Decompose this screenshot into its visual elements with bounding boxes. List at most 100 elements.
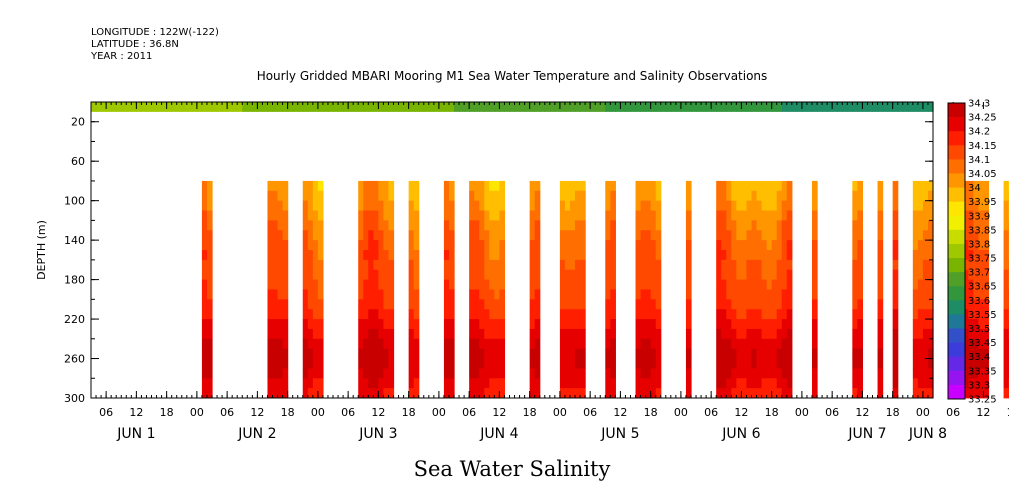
data-cell xyxy=(852,180,858,192)
data-cell xyxy=(963,220,969,231)
data-cell xyxy=(645,328,652,340)
data-cell xyxy=(479,230,485,241)
data-cell xyxy=(358,190,364,202)
data-cell xyxy=(685,269,692,280)
data-cell xyxy=(474,190,480,202)
data-cell xyxy=(564,210,571,221)
data-cell xyxy=(575,328,581,340)
data-cell xyxy=(1003,388,1009,399)
data-cell xyxy=(605,299,611,310)
data-cell xyxy=(736,378,743,389)
data-cell xyxy=(312,289,319,300)
data-cell xyxy=(963,319,969,330)
data-cell xyxy=(912,378,919,389)
data-cell xyxy=(267,299,274,310)
data-cell xyxy=(388,269,395,280)
data-cell xyxy=(580,309,586,320)
data-cell xyxy=(373,348,379,359)
data-cell xyxy=(534,338,541,350)
data-cell xyxy=(559,279,566,290)
data-cell xyxy=(917,368,924,379)
data-cell xyxy=(307,378,314,389)
data-cell xyxy=(569,180,576,192)
data-cell xyxy=(640,240,647,251)
data-cell xyxy=(564,368,571,379)
data-cell xyxy=(811,180,818,192)
surface-band-cell xyxy=(857,102,864,112)
data-cell xyxy=(469,200,475,211)
data-cell xyxy=(206,220,213,231)
data-cell xyxy=(575,240,581,251)
data-cell xyxy=(811,200,818,211)
surface-band-cell xyxy=(701,102,707,112)
data-cell xyxy=(731,200,737,211)
data-cell xyxy=(383,279,390,290)
data-cell xyxy=(786,250,793,261)
data-cell xyxy=(282,190,289,202)
data-cell xyxy=(650,388,657,399)
data-cell xyxy=(650,378,657,389)
data-cell xyxy=(968,269,974,280)
data-cell xyxy=(307,240,314,251)
data-cell xyxy=(726,230,732,241)
x-hour-label: 12 xyxy=(250,406,264,419)
data-cell xyxy=(756,210,763,221)
data-cell xyxy=(786,388,793,399)
data-cell xyxy=(272,368,279,379)
data-cell xyxy=(368,309,374,320)
surface-band-cell xyxy=(771,102,778,112)
data-cell xyxy=(302,378,309,389)
data-cell xyxy=(912,299,919,310)
data-cell xyxy=(731,259,737,271)
data-cell xyxy=(912,328,919,340)
data-cell xyxy=(912,338,919,350)
data-cell xyxy=(489,220,495,231)
data-cell xyxy=(811,319,818,330)
data-cell xyxy=(388,230,395,241)
surface-band-cell xyxy=(408,102,415,112)
data-cell xyxy=(363,269,369,280)
data-cell xyxy=(358,230,364,241)
data-cell xyxy=(756,348,763,359)
data-cell xyxy=(912,220,919,231)
data-cell xyxy=(983,299,990,310)
surface-band-cell xyxy=(539,102,546,112)
data-cell xyxy=(973,190,979,202)
data-cell xyxy=(635,250,642,261)
data-cell xyxy=(751,269,758,280)
data-cell xyxy=(267,319,274,330)
data-cell xyxy=(317,378,324,389)
data-cell xyxy=(388,368,395,379)
data-cell xyxy=(559,358,566,369)
data-cell xyxy=(685,180,692,192)
data-cell xyxy=(857,338,864,350)
data-cell xyxy=(201,210,208,221)
colorbar-label: 33.7 xyxy=(968,268,990,279)
data-cell xyxy=(892,200,899,211)
data-cell xyxy=(307,358,314,369)
data-cell xyxy=(272,358,279,369)
data-cell xyxy=(469,190,475,202)
data-cell xyxy=(575,180,581,192)
data-cell xyxy=(635,338,642,350)
data-cell xyxy=(736,368,743,379)
data-cell xyxy=(761,348,768,359)
data-cell xyxy=(580,358,586,369)
data-cell xyxy=(529,230,536,241)
colorbar-label: 34.3 xyxy=(968,99,990,110)
data-cell xyxy=(927,230,934,241)
data-cell xyxy=(766,269,773,280)
data-cell xyxy=(358,348,364,359)
data-cell xyxy=(1003,279,1009,290)
data-cell xyxy=(877,328,884,340)
data-cell xyxy=(852,269,858,280)
data-cell xyxy=(282,309,289,320)
data-cell xyxy=(206,378,213,389)
data-cell xyxy=(479,269,485,280)
data-cell xyxy=(978,250,985,261)
data-cell xyxy=(640,259,647,271)
data-cell xyxy=(917,289,924,300)
data-cell xyxy=(378,358,385,369)
data-cell xyxy=(479,328,485,340)
data-cell xyxy=(499,388,506,399)
